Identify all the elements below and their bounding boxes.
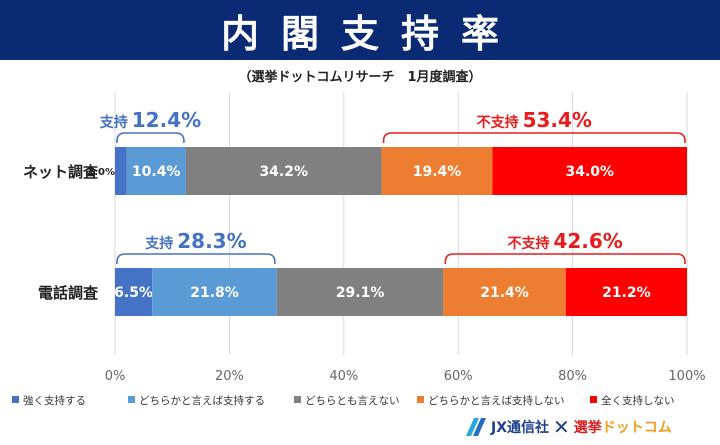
jx-logo-text: JX通信社 [491, 420, 550, 436]
bar-segment [276, 268, 444, 316]
page-title: 内閣支持率 [220, 11, 521, 56]
category-label: 電話調査 [38, 284, 99, 302]
legend-swatch [128, 396, 135, 403]
data-label: 2.0% [87, 167, 115, 178]
x-tick-label: 80% [558, 369, 587, 384]
support-bracket [116, 253, 276, 264]
data-label: 21.4% [480, 285, 529, 301]
bar-segment [565, 268, 687, 316]
x-tick-label: 40% [329, 369, 358, 384]
data-label: 19.4% [413, 164, 462, 180]
nonsupport-bracket [444, 253, 686, 264]
bar-segment [115, 147, 127, 195]
nonsupport-bracket [382, 132, 686, 143]
nonsupport-label: 不支持 42.6% [507, 229, 622, 253]
legend-label: どちらかと言えば支持する [139, 394, 265, 407]
title-banner: 内閣支持率 [0, 0, 720, 60]
x-tick-label: 0% [105, 369, 126, 384]
jx-logo: JX通信社 [464, 416, 549, 438]
legend-swatch [12, 396, 19, 403]
senkyo-logo-b: ドットコム [601, 420, 672, 436]
senkyo-logo: 選挙ドットコム [574, 417, 672, 437]
data-label: 34.2% [259, 164, 308, 180]
legend-label: どちらかと言えば支持しない [428, 394, 565, 407]
data-label: 29.1% [336, 285, 385, 301]
legend-label: 強く支持する [23, 394, 86, 407]
bar-segment [443, 268, 566, 316]
chart-subtitle: （選挙ドットコムリサーチ 1月度調査） [238, 70, 482, 85]
legend-swatch [294, 396, 301, 403]
support-label: 支持 12.4% [99, 108, 201, 132]
data-label: 21.2% [602, 285, 651, 301]
data-label: 10.4% [132, 164, 181, 180]
jx-logo-icon [466, 418, 486, 436]
bar-segment [381, 147, 493, 195]
support-label: 支持 28.3% [144, 229, 246, 253]
cross-mark: ✕ [553, 415, 570, 439]
data-label: 6.5% [114, 285, 153, 301]
nonsupport-label: 不支持 53.4% [477, 108, 592, 132]
legend-label: どちらとも言えない [305, 394, 400, 407]
x-tick-label: 60% [444, 369, 473, 384]
bar-segment [185, 147, 382, 195]
data-label: 21.8% [190, 285, 239, 301]
legend-swatch [417, 396, 424, 403]
bar-segment [115, 268, 153, 316]
bar-segment [152, 268, 277, 316]
support-bracket [116, 132, 185, 143]
bar-segment [492, 147, 687, 195]
footer-logos: JX通信社 ✕ 選挙ドットコム [464, 414, 672, 440]
category-label: ネット調査 [23, 163, 99, 181]
senkyo-logo-a: 選挙 [573, 420, 602, 436]
legend-label: 全く支持しない [601, 394, 675, 407]
legend-swatch [590, 396, 597, 403]
data-label: 34.0% [565, 164, 614, 180]
bar-segment [126, 147, 186, 195]
x-tick-label: 20% [215, 369, 244, 384]
x-tick-label: 100% [668, 369, 705, 384]
